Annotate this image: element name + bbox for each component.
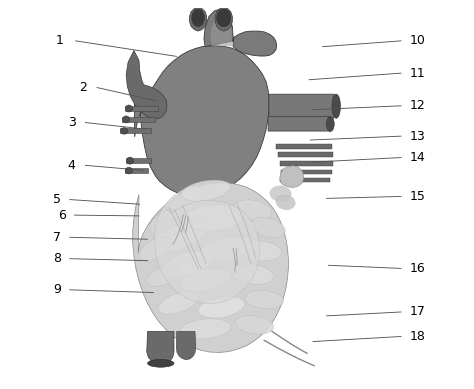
Polygon shape [281, 170, 332, 174]
Ellipse shape [251, 217, 285, 238]
Text: 4: 4 [68, 159, 75, 172]
Polygon shape [280, 166, 304, 187]
Ellipse shape [231, 264, 274, 284]
Text: 14: 14 [410, 151, 426, 164]
Ellipse shape [181, 180, 231, 201]
Polygon shape [280, 178, 330, 182]
Polygon shape [276, 144, 332, 149]
Text: 5: 5 [53, 193, 61, 206]
Ellipse shape [239, 241, 282, 261]
Polygon shape [217, 9, 231, 26]
Text: 9: 9 [53, 283, 61, 296]
Ellipse shape [327, 117, 334, 131]
Ellipse shape [182, 205, 245, 231]
Ellipse shape [139, 237, 171, 261]
Text: 2: 2 [79, 81, 87, 94]
Ellipse shape [181, 319, 231, 339]
Ellipse shape [158, 291, 199, 314]
Polygon shape [192, 9, 204, 26]
Text: 16: 16 [410, 262, 426, 275]
Polygon shape [134, 46, 269, 195]
Polygon shape [126, 158, 151, 163]
Ellipse shape [151, 223, 206, 252]
Ellipse shape [127, 157, 134, 164]
Polygon shape [155, 200, 260, 303]
Ellipse shape [123, 116, 129, 123]
Ellipse shape [147, 359, 174, 367]
Ellipse shape [163, 186, 202, 218]
Polygon shape [190, 9, 207, 31]
Ellipse shape [150, 210, 176, 234]
Ellipse shape [181, 268, 231, 292]
Ellipse shape [125, 167, 132, 174]
Polygon shape [126, 51, 167, 119]
Text: 18: 18 [410, 330, 426, 343]
Text: 7: 7 [53, 231, 61, 244]
Ellipse shape [233, 200, 272, 220]
Ellipse shape [125, 105, 132, 112]
Text: 15: 15 [410, 190, 426, 203]
Text: 13: 13 [410, 130, 426, 143]
Polygon shape [147, 331, 174, 364]
Ellipse shape [276, 195, 295, 210]
Ellipse shape [332, 94, 340, 118]
Polygon shape [269, 94, 337, 118]
Polygon shape [215, 9, 232, 31]
Polygon shape [125, 168, 148, 173]
Polygon shape [176, 331, 196, 360]
Text: 11: 11 [410, 67, 426, 80]
Polygon shape [125, 106, 158, 111]
Polygon shape [133, 183, 288, 352]
Polygon shape [278, 152, 334, 157]
Ellipse shape [146, 266, 180, 286]
Polygon shape [268, 117, 331, 131]
Text: 6: 6 [58, 209, 66, 222]
Text: 10: 10 [410, 34, 426, 47]
Text: 1: 1 [56, 34, 64, 47]
Polygon shape [122, 117, 155, 122]
Text: 3: 3 [68, 116, 75, 129]
Ellipse shape [199, 296, 245, 318]
Polygon shape [280, 161, 334, 166]
Polygon shape [204, 9, 277, 56]
Ellipse shape [245, 291, 283, 308]
Polygon shape [210, 12, 232, 46]
Polygon shape [120, 128, 151, 133]
Text: 12: 12 [410, 99, 426, 112]
Ellipse shape [160, 251, 212, 278]
Ellipse shape [201, 237, 258, 261]
Text: 8: 8 [53, 252, 61, 265]
Ellipse shape [270, 186, 291, 202]
Ellipse shape [121, 128, 128, 134]
Ellipse shape [235, 315, 274, 334]
Text: 17: 17 [410, 305, 426, 319]
